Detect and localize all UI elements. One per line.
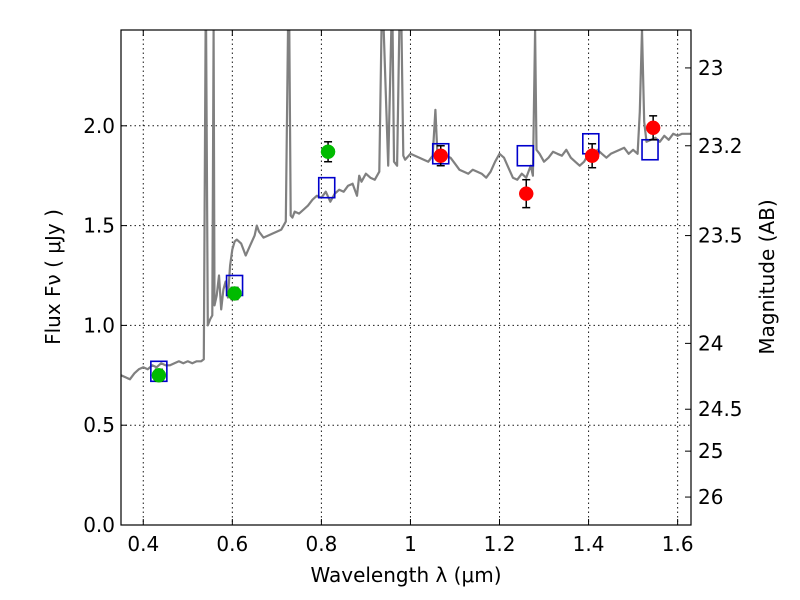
x-tick-label: 0.6 <box>216 532 248 556</box>
right-tick-label: 26 <box>698 485 723 509</box>
x-tick-label: 1.2 <box>484 532 516 556</box>
y-axis-label: Flux Fν ( μJy ) <box>41 209 65 345</box>
axis-ticks: 0.4 0.6 0.8 1 1.2 1.4 1.6 0.0 0.5 1.0 1.5 2.0 23 23.2… <box>83 30 743 556</box>
observed-point <box>320 144 336 160</box>
x-tick-label: 0.8 <box>305 532 337 556</box>
right-tick-label: 23 <box>698 56 723 80</box>
x-tick-label: 1.4 <box>573 532 605 556</box>
y-tick-label: 1.0 <box>83 313 115 337</box>
right-tick-label: 23.5 <box>698 224 743 248</box>
right-tick-label: 23.2 <box>698 134 743 158</box>
y-tick-label: 1.5 <box>83 214 115 238</box>
right-tick-label: 24.5 <box>698 397 743 421</box>
right-tick-label: 24 <box>698 331 723 355</box>
observed-point <box>433 148 448 163</box>
x-tick-label: 0.4 <box>127 532 159 556</box>
y-tick-label: 0.5 <box>83 413 115 437</box>
observed-point <box>518 186 534 201</box>
right-tick-label: 25 <box>698 439 723 463</box>
observed-point <box>584 148 600 163</box>
observed-point <box>151 368 167 383</box>
plot-frame <box>120 29 692 526</box>
observed-point <box>227 286 242 301</box>
model-photometry-point <box>317 176 336 199</box>
x-tick-label: 1.6 <box>662 532 694 556</box>
x-tick-label: 1 <box>404 532 417 556</box>
observed-point <box>645 120 661 136</box>
plot-area <box>121 30 691 383</box>
x-axis-label: Wavelength λ (μm) <box>310 563 501 587</box>
y-tick-label: 0.0 <box>83 513 115 537</box>
right-axis-label: Magnitude (AB) <box>755 199 779 354</box>
model-photometry-point <box>516 144 535 167</box>
y-tick-label: 2.0 <box>83 114 115 138</box>
